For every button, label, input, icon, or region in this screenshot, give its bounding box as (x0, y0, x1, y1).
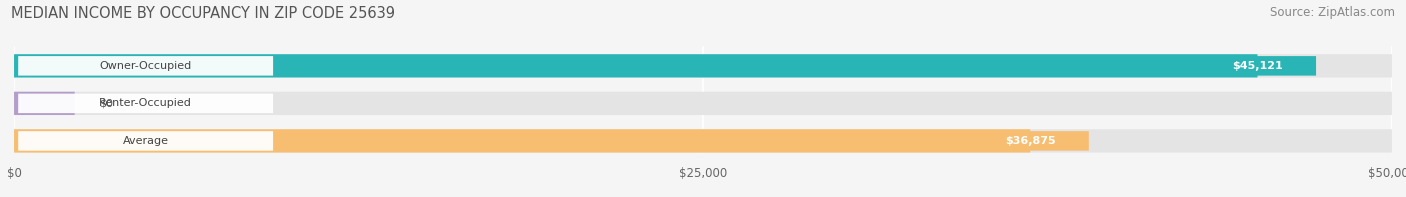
FancyBboxPatch shape (14, 129, 1392, 152)
FancyBboxPatch shape (14, 129, 1031, 152)
FancyBboxPatch shape (14, 54, 1392, 77)
Text: $45,121: $45,121 (1232, 61, 1282, 71)
FancyBboxPatch shape (14, 54, 1257, 77)
Text: Owner-Occupied: Owner-Occupied (100, 61, 191, 71)
FancyBboxPatch shape (14, 92, 1392, 115)
FancyBboxPatch shape (18, 94, 273, 113)
Text: $0: $0 (100, 98, 114, 108)
Text: Average: Average (122, 136, 169, 146)
FancyBboxPatch shape (18, 131, 273, 151)
Text: $36,875: $36,875 (1005, 136, 1056, 146)
FancyBboxPatch shape (14, 92, 75, 115)
Text: Source: ZipAtlas.com: Source: ZipAtlas.com (1270, 6, 1395, 19)
Text: MEDIAN INCOME BY OCCUPANCY IN ZIP CODE 25639: MEDIAN INCOME BY OCCUPANCY IN ZIP CODE 2… (11, 6, 395, 21)
FancyBboxPatch shape (1199, 56, 1316, 76)
Text: Renter-Occupied: Renter-Occupied (100, 98, 193, 108)
FancyBboxPatch shape (972, 131, 1088, 151)
FancyBboxPatch shape (18, 56, 273, 76)
